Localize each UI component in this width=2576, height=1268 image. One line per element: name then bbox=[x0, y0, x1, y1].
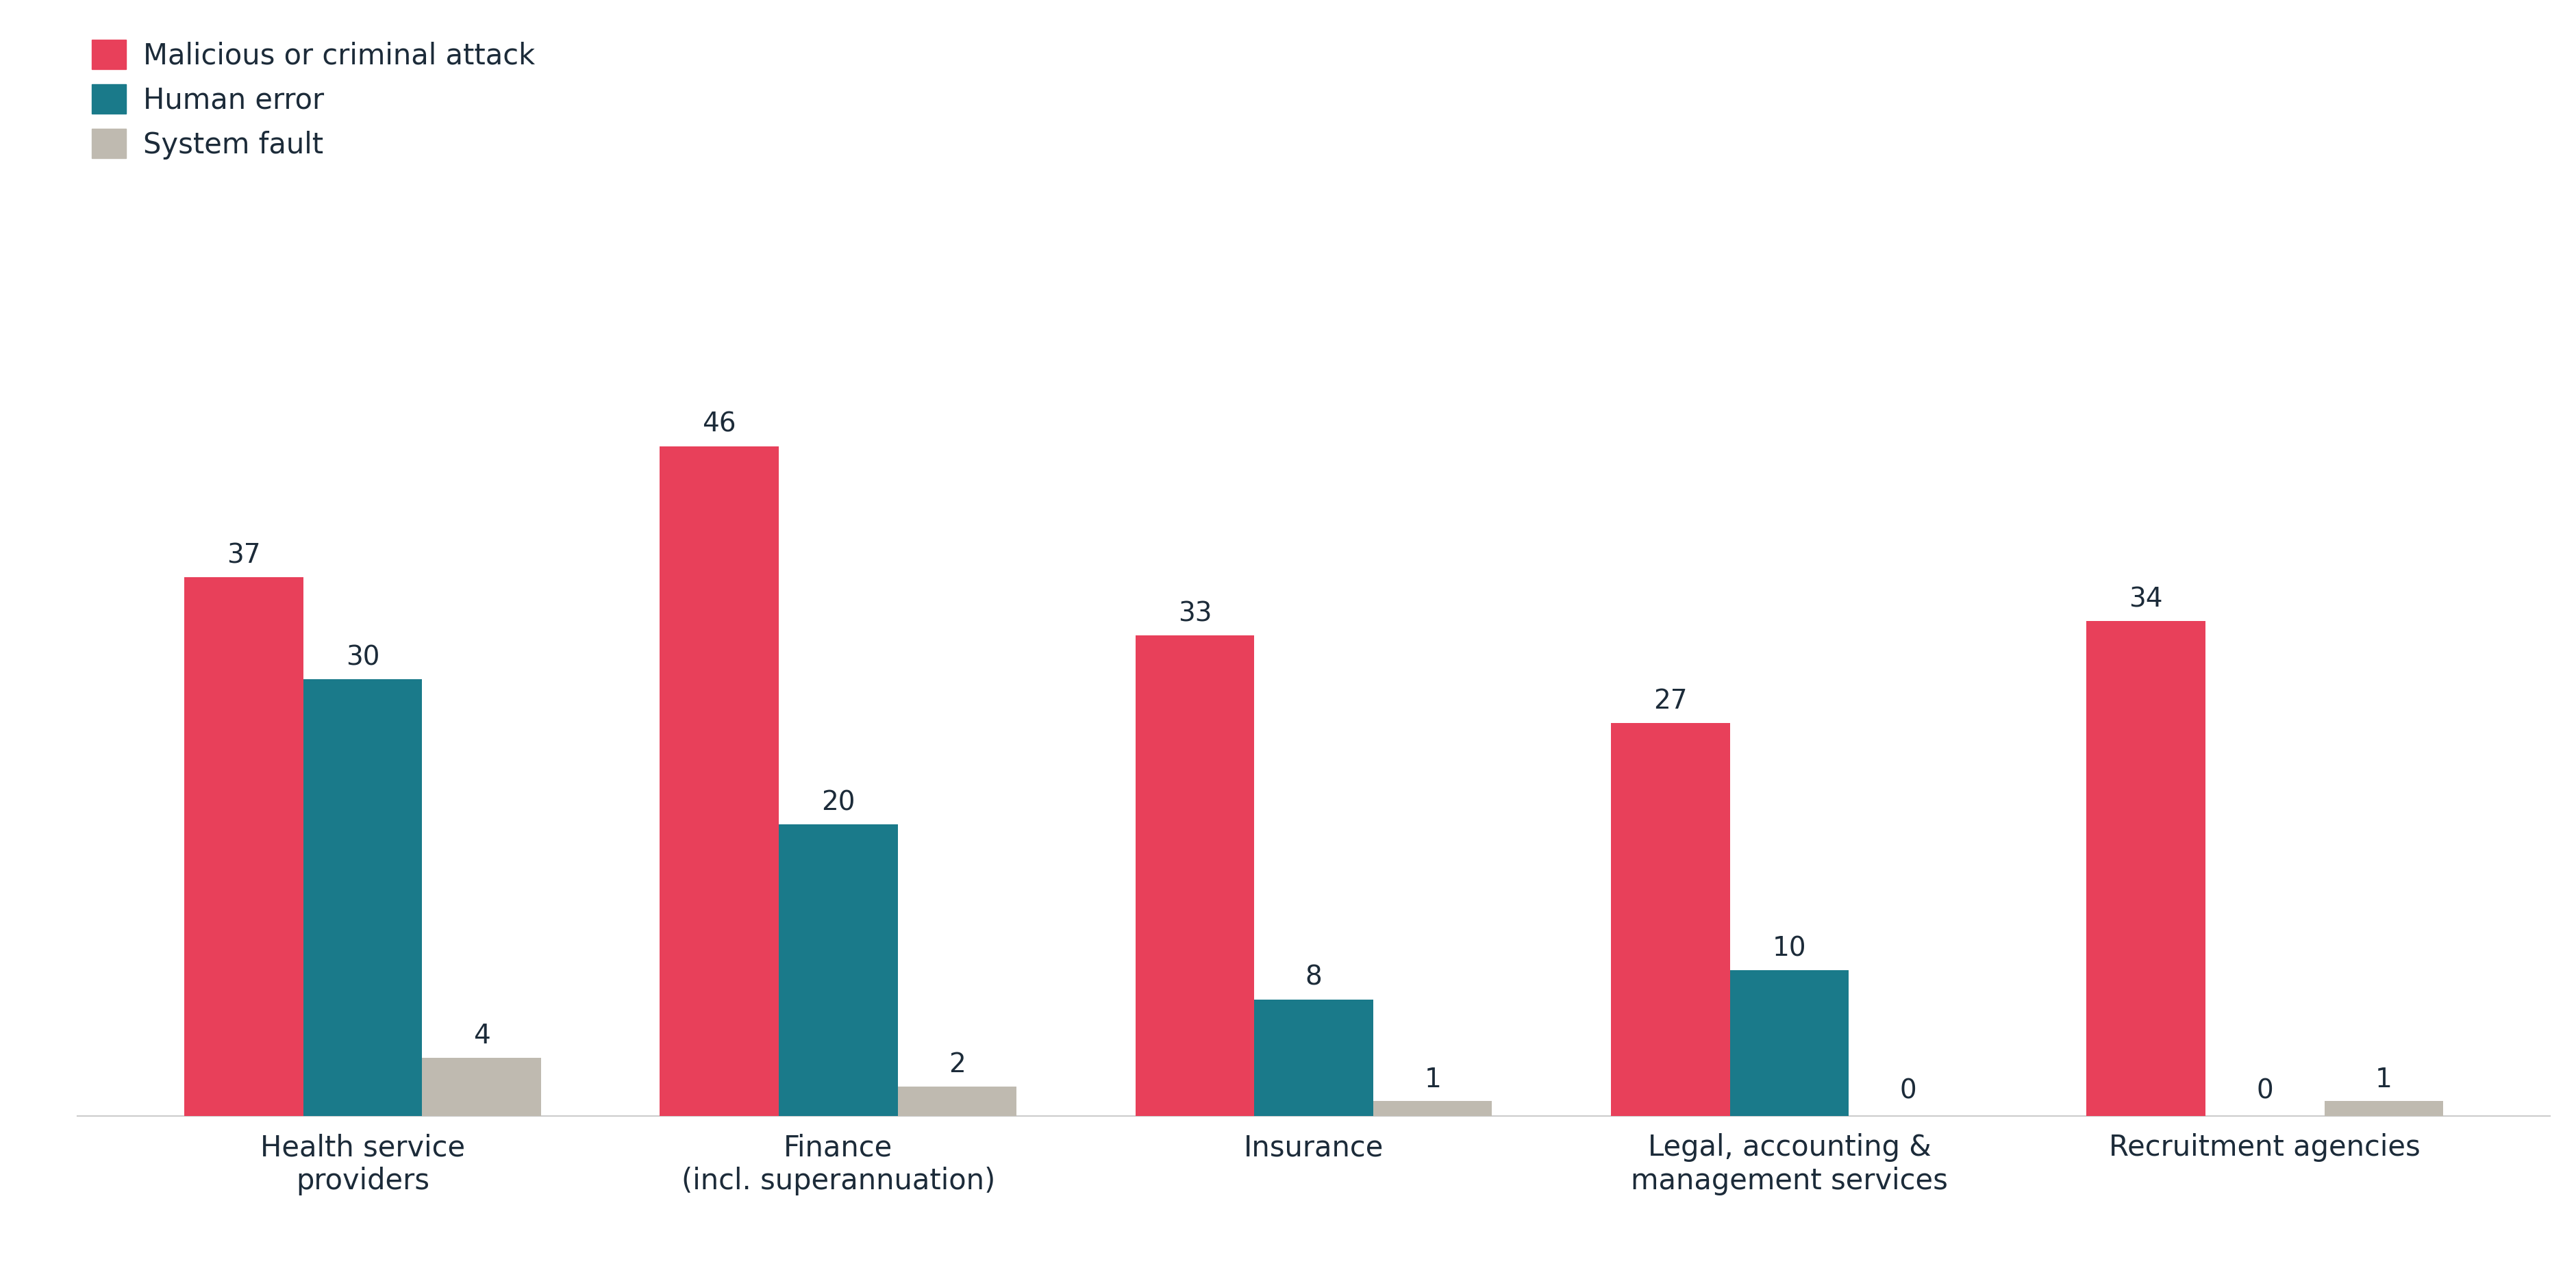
Text: 30: 30 bbox=[345, 644, 379, 671]
Bar bbox=[659, 446, 778, 1116]
Text: 8: 8 bbox=[1306, 965, 1321, 990]
Text: 1: 1 bbox=[2375, 1066, 2393, 1093]
Text: 0: 0 bbox=[2257, 1078, 2275, 1104]
Legend: Malicious or criminal attack, Human error, System fault: Malicious or criminal attack, Human erro… bbox=[93, 39, 536, 160]
Text: 46: 46 bbox=[703, 411, 737, 437]
Bar bbox=[185, 577, 304, 1116]
Text: 33: 33 bbox=[1177, 601, 1211, 626]
Text: 20: 20 bbox=[822, 790, 855, 815]
Bar bbox=[1373, 1102, 1492, 1116]
Bar bbox=[422, 1058, 541, 1116]
Text: 2: 2 bbox=[948, 1052, 966, 1078]
Text: 27: 27 bbox=[1654, 689, 1687, 714]
Text: 37: 37 bbox=[227, 543, 260, 568]
Bar bbox=[2087, 621, 2205, 1116]
Text: 0: 0 bbox=[1899, 1078, 1917, 1104]
Bar bbox=[896, 1087, 1018, 1116]
Text: 1: 1 bbox=[1425, 1066, 1440, 1093]
Text: 10: 10 bbox=[1772, 936, 1806, 961]
Text: 34: 34 bbox=[2128, 586, 2164, 612]
Bar bbox=[778, 824, 896, 1116]
Bar bbox=[1731, 970, 1850, 1116]
Bar bbox=[2324, 1102, 2442, 1116]
Bar bbox=[1136, 635, 1255, 1116]
Bar bbox=[1610, 723, 1731, 1116]
Bar bbox=[304, 680, 422, 1116]
Text: 4: 4 bbox=[474, 1023, 489, 1049]
Bar bbox=[1255, 999, 1373, 1116]
